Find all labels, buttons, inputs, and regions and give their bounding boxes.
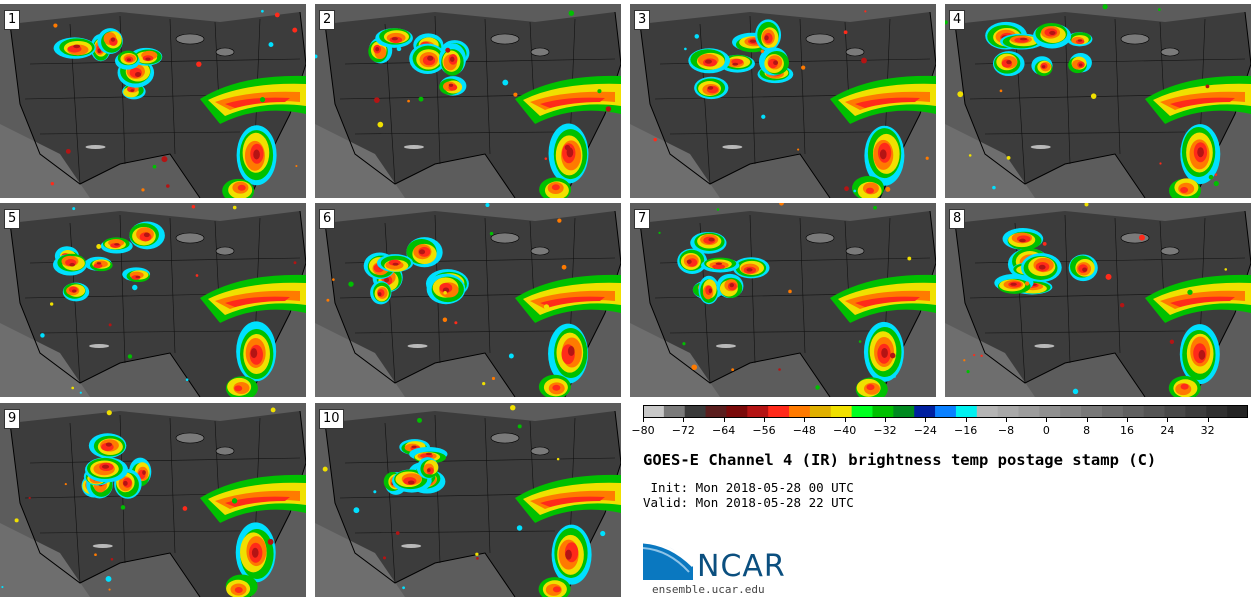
satellite-map: [945, 203, 1251, 397]
satellite-map: [0, 403, 306, 597]
colorbar-segment: [1018, 405, 1040, 418]
colorbar-segment: [1185, 405, 1207, 418]
colorbar-tick-label: 0: [1042, 424, 1050, 437]
panel-number: 8: [949, 209, 966, 229]
panel-number: 4: [949, 10, 966, 30]
colorbar-segment: [1227, 405, 1248, 418]
colorbar-tick-label: −48: [792, 424, 816, 437]
stamp-panel-3: 3: [630, 4, 936, 198]
satellite-map: [630, 203, 936, 397]
colorbar-tick-label: −32: [873, 424, 897, 437]
colorbar-tick-label: −8: [997, 424, 1015, 437]
colorbar-tick-mark: [1046, 418, 1048, 422]
colorbar-tick-mark: [643, 418, 644, 422]
colorbar-tick-mark: [764, 418, 765, 422]
stamp-panel-8: 8: [945, 203, 1251, 397]
panel-number: 3: [634, 10, 651, 30]
colorbar-tick-mark: [844, 418, 846, 422]
colorbar-segment: [893, 405, 915, 418]
figure-title: GOES-E Channel 4 (IR) brightness temp po…: [643, 451, 1157, 469]
stamp-panel-7: 7: [630, 203, 936, 397]
colorbar-tick-label: −24: [913, 424, 937, 437]
colorbar-segment: [809, 405, 832, 418]
stamp-panel-1: 1: [0, 4, 306, 198]
stamp-panel-10: 10: [315, 403, 621, 597]
colorbar-tick-mark: [965, 418, 967, 422]
colorbar-tick-label: 24: [1160, 424, 1175, 437]
panel-number: 6: [319, 209, 336, 229]
stamp-panel-4: 4: [945, 4, 1251, 198]
satellite-map: [315, 203, 621, 397]
colorbar-segment: [768, 405, 790, 418]
satellite-map: [0, 203, 306, 397]
satellite-map: [0, 4, 306, 198]
colorbar-segment: [997, 405, 1020, 418]
colorbar-tick-mark: [885, 418, 886, 422]
colorbar-segment: [747, 405, 769, 418]
colorbar-segment: [1039, 405, 1061, 418]
ncar-logo-text: NCAR: [697, 549, 786, 584]
stamp-panel-5: 5: [0, 203, 306, 397]
panel-number: 7: [634, 209, 651, 229]
satellite-map: [315, 4, 621, 198]
colorbar-tick-label: −80: [631, 424, 655, 437]
colorbar-tick-label: −64: [712, 424, 736, 437]
website-link[interactable]: ensemble.ucar.edu: [652, 583, 765, 596]
colorbar-tick-label: −40: [833, 424, 857, 437]
colorbar: [643, 405, 1248, 418]
colorbar-tick-mark: [804, 418, 806, 422]
colorbar-segment: [1060, 405, 1082, 418]
panel-number: 5: [4, 209, 21, 229]
satellite-map: [630, 4, 936, 198]
colorbar-tick-mark: [723, 418, 725, 422]
colorbar-tick-label: −16: [954, 424, 978, 437]
stamp-panel-2: 2: [315, 4, 621, 198]
colorbar-segment: [1101, 405, 1124, 418]
colorbar-segment: [851, 405, 873, 418]
colorbar-segment: [1122, 405, 1145, 418]
colorbar-segment: [830, 405, 853, 418]
panel-number: 2: [319, 10, 336, 30]
init-time: Init: Mon 2018-05-28 00 UTC: [643, 480, 854, 495]
colorbar-segment: [684, 405, 707, 418]
stamp-panel-6: 6: [315, 203, 621, 397]
colorbar-tick-label: 16: [1120, 424, 1134, 437]
colorbar-segment: [1164, 405, 1186, 418]
colorbar-segment: [914, 405, 936, 418]
valid-time: Valid: Mon 2018-05-28 22 UTC: [643, 495, 854, 510]
colorbar-segment: [955, 405, 978, 418]
colorbar-segment: [705, 405, 727, 418]
colorbar-segment: [935, 405, 957, 418]
colorbar-tick-label: 8: [1083, 424, 1091, 437]
colorbar-segment: [726, 405, 748, 418]
colorbar-tick-label: −56: [752, 424, 776, 437]
colorbar-tick-mark: [1086, 418, 1088, 422]
colorbar-tick-label: 32: [1200, 424, 1215, 437]
panel-number: 9: [4, 409, 21, 429]
satellite-map: [315, 403, 621, 597]
colorbar-tick-mark: [1127, 418, 1128, 422]
stamp-panel-9: 9: [0, 403, 306, 597]
colorbar-tick-mark: [1207, 418, 1209, 422]
colorbar-ticks: −80 −72 −64 −56 −48 −40 −32 −24 −16 −8 0 8 16 24 32: [631, 418, 1248, 438]
panel-number: 1: [4, 10, 21, 30]
satellite-map: [945, 4, 1251, 198]
colorbar-tick-mark: [683, 418, 685, 422]
colorbar-tick-label: −72: [671, 424, 695, 437]
colorbar-segment: [872, 405, 894, 418]
colorbar-segment: [789, 405, 811, 418]
colorbar-segment: [1206, 405, 1228, 418]
colorbar-segment: [663, 405, 686, 418]
panel-number: 10: [319, 409, 344, 429]
colorbar-tick-mark: [1167, 418, 1169, 422]
colorbar-segment: [976, 405, 999, 418]
colorbar-segment: [1143, 405, 1166, 418]
ncar-logo-icon: [643, 540, 695, 580]
colorbar-tick-mark: [1006, 418, 1007, 422]
colorbar-segment: [1081, 405, 1103, 418]
colorbar-segment: [643, 405, 665, 418]
colorbar-tick-mark: [925, 418, 927, 422]
